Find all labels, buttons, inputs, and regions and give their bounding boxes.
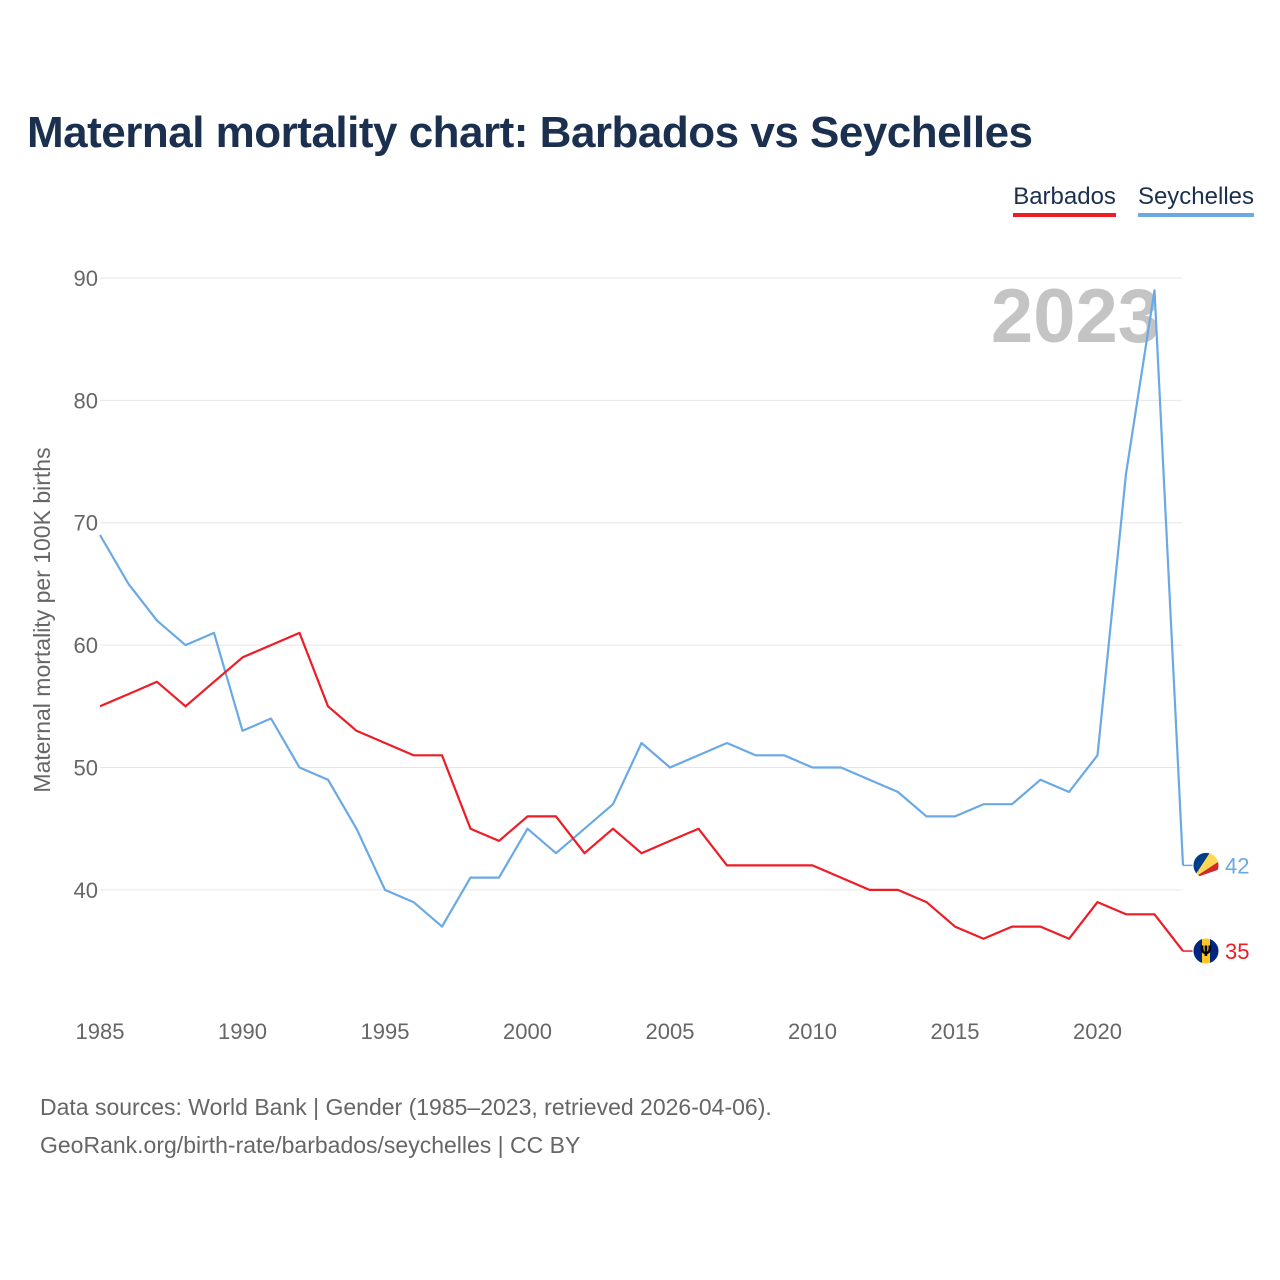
y-tick-label: 80 xyxy=(74,388,98,413)
x-tick-label: 2000 xyxy=(503,1019,552,1044)
x-axis-ticks: 1985 1990 1995 2000 2005 2010 2015 2020 xyxy=(76,1019,1122,1044)
chart-title: Maternal mortality chart: Barbados vs Se… xyxy=(27,108,1033,157)
legend-item-seychelles[interactable]: Seychelles xyxy=(1137,183,1254,217)
end-value-label-barbados: 35 xyxy=(1225,939,1249,964)
barbados-flag-icon: Ψ xyxy=(1192,937,1220,965)
x-tick-label: 2020 xyxy=(1073,1019,1122,1044)
series-lines xyxy=(99,289,1185,952)
legend: Barbados Seychelles xyxy=(1013,183,1254,217)
grid-lines xyxy=(100,277,1182,891)
y-axis-label: Maternal mortality per 100K births xyxy=(29,447,55,792)
series-line-seychelles xyxy=(99,289,1185,928)
source-note: Data sources: World Bank | Gender (1985–… xyxy=(40,1094,772,1120)
attribution: GeoRank.org/birth-rate/barbados/seychell… xyxy=(40,1132,581,1158)
legend-item-barbados[interactable]: Barbados xyxy=(1013,183,1116,217)
x-tick-label: 1990 xyxy=(218,1019,267,1044)
x-tick-label: 1995 xyxy=(361,1019,410,1044)
trident-glyph: Ψ xyxy=(1200,944,1212,960)
y-axis-ticks: 40 50 60 70 80 90 xyxy=(74,266,98,903)
x-tick-label: 1985 xyxy=(76,1019,125,1044)
end-value-label-seychelles: 42 xyxy=(1225,853,1249,878)
y-tick-label: 50 xyxy=(74,755,98,780)
footer: Data sources: World Bank | Gender (1985–… xyxy=(40,1088,772,1164)
series-line-barbados xyxy=(99,631,1184,952)
y-tick-label: 70 xyxy=(74,511,98,536)
x-tick-label: 2010 xyxy=(788,1019,837,1044)
y-tick-label: 90 xyxy=(74,266,98,291)
y-tick-label: 60 xyxy=(74,633,98,658)
x-tick-label: 2005 xyxy=(646,1019,695,1044)
y-tick-label: 40 xyxy=(74,878,98,903)
seychelles-flag-icon xyxy=(1192,851,1220,879)
x-tick-label: 2015 xyxy=(931,1019,980,1044)
series-end-markers: Ψ 35 42 xyxy=(1183,851,1249,965)
year-watermark: 2023 xyxy=(991,274,1160,359)
